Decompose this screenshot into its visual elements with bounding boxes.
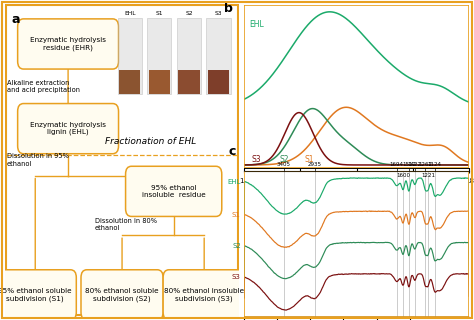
Text: Enzymatic hydrolysis
lignin (EHL): Enzymatic hydrolysis lignin (EHL) <box>30 122 106 135</box>
Text: 1221: 1221 <box>421 173 435 178</box>
FancyBboxPatch shape <box>126 166 222 216</box>
Text: a: a <box>12 12 20 26</box>
Bar <box>147 18 172 94</box>
Text: S1: S1 <box>232 212 241 218</box>
Text: 80% ethanol soluble
subdivision (S2): 80% ethanol soluble subdivision (S2) <box>85 288 159 301</box>
Text: EHL: EHL <box>124 11 136 16</box>
FancyBboxPatch shape <box>6 5 238 315</box>
Text: Alkaline extraction
and acid precipitation: Alkaline extraction and acid precipitati… <box>7 80 80 93</box>
Text: S1: S1 <box>305 155 314 164</box>
X-axis label: Elution time (min): Elution time (min) <box>322 189 392 198</box>
Bar <box>177 18 201 94</box>
Bar <box>207 18 231 94</box>
Text: Fractionation of EHL: Fractionation of EHL <box>105 137 196 146</box>
FancyBboxPatch shape <box>163 270 245 320</box>
Text: S1: S1 <box>155 11 163 16</box>
Text: c: c <box>228 145 236 158</box>
FancyBboxPatch shape <box>0 270 76 320</box>
Text: 80% ethanol insoluble
subdivision (S3): 80% ethanol insoluble subdivision (S3) <box>164 288 244 301</box>
Text: S3: S3 <box>251 155 261 164</box>
Text: S2: S2 <box>279 155 289 164</box>
FancyBboxPatch shape <box>18 19 118 69</box>
Text: 1600: 1600 <box>396 173 410 178</box>
Text: S2: S2 <box>232 243 241 249</box>
Text: 95% ethanol
insoluble  residue: 95% ethanol insoluble residue <box>142 185 206 198</box>
Text: S2: S2 <box>185 11 193 16</box>
Bar <box>149 70 170 94</box>
Text: EHL: EHL <box>250 20 264 29</box>
Text: Enzymatic hydrolysis
residue (EHR): Enzymatic hydrolysis residue (EHR) <box>30 37 106 51</box>
Bar <box>208 70 229 94</box>
Bar <box>118 18 142 94</box>
Text: S3: S3 <box>215 11 222 16</box>
FancyBboxPatch shape <box>18 104 118 154</box>
Text: b: b <box>224 2 233 14</box>
Text: EHL: EHL <box>228 179 241 185</box>
Bar <box>178 70 200 94</box>
Text: S3: S3 <box>232 275 241 280</box>
FancyBboxPatch shape <box>81 270 163 320</box>
Bar <box>119 70 140 94</box>
Text: Dissolution in 95%
ethanol: Dissolution in 95% ethanol <box>7 154 69 166</box>
Text: 95% ethanol soluble
subdivision (S1): 95% ethanol soluble subdivision (S1) <box>0 288 72 301</box>
Text: Dissolution in 80%
ethanol: Dissolution in 80% ethanol <box>95 218 157 231</box>
